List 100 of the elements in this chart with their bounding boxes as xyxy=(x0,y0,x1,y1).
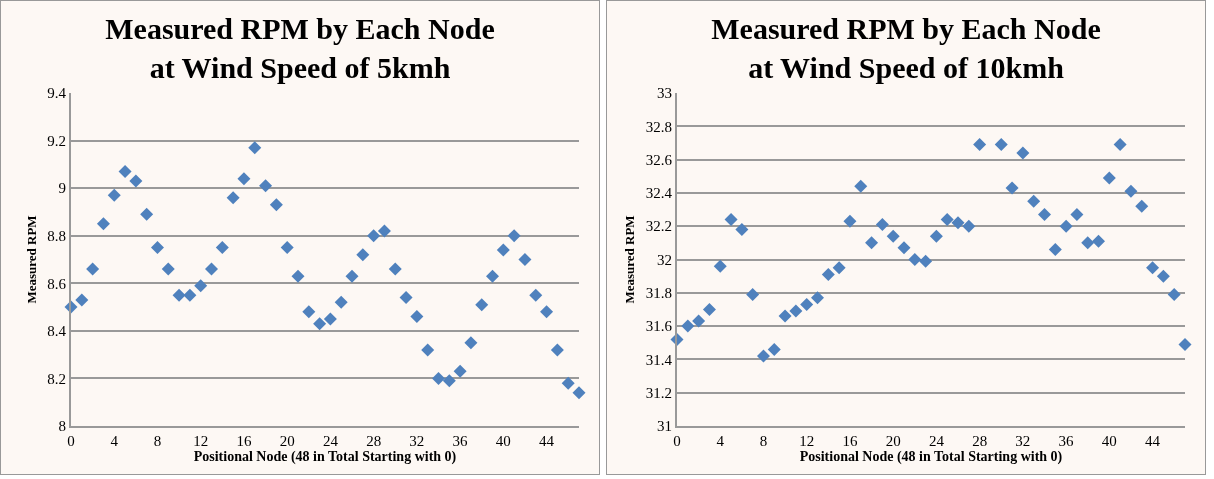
point xyxy=(507,229,521,243)
point xyxy=(1146,261,1160,275)
point xyxy=(735,223,749,237)
x-tick-label: 36 xyxy=(452,433,469,449)
point xyxy=(1135,199,1149,213)
point xyxy=(746,287,760,301)
x-tick-label: 4 xyxy=(110,433,119,449)
x-tick-label: 32 xyxy=(409,433,425,449)
point xyxy=(280,241,294,255)
point xyxy=(140,207,154,221)
point xyxy=(767,342,781,356)
point xyxy=(800,297,814,311)
point xyxy=(518,253,532,266)
y-tick-label: 33 xyxy=(657,85,672,102)
point xyxy=(919,254,933,268)
point xyxy=(453,364,467,378)
chart-title: Measured RPM by Each Node at Wind Speed of 10kmh xyxy=(711,11,1101,84)
y-tick-label: 8.2 xyxy=(47,370,66,387)
point xyxy=(194,279,208,293)
point xyxy=(908,253,922,266)
point xyxy=(486,269,500,283)
point xyxy=(226,191,240,205)
x-tick-label: 24 xyxy=(928,433,945,449)
point xyxy=(1005,181,1019,195)
point xyxy=(399,291,413,305)
point xyxy=(875,218,889,232)
x-tick-label: 8 xyxy=(759,433,768,449)
y-tick-label: 9.4 xyxy=(47,85,67,102)
x-tick-label: 40 xyxy=(1101,433,1117,449)
point xyxy=(1167,287,1181,301)
point xyxy=(789,304,803,318)
y-tick-label: 31.4 xyxy=(645,351,673,368)
point xyxy=(215,241,229,255)
x-tick-label: 12 xyxy=(193,433,209,449)
point xyxy=(778,309,792,323)
x-tick-label: 16 xyxy=(236,433,252,449)
x-tick-label: 28 xyxy=(366,433,382,449)
point xyxy=(421,343,435,357)
point xyxy=(1027,194,1041,208)
point xyxy=(75,293,89,307)
y-tick-label: 8 xyxy=(58,418,66,435)
point xyxy=(205,262,219,276)
point xyxy=(865,236,879,250)
point xyxy=(377,224,391,238)
y-tick-label: 9 xyxy=(58,180,66,197)
point xyxy=(302,305,316,319)
point xyxy=(129,174,143,188)
point xyxy=(172,288,186,302)
point xyxy=(572,386,586,400)
y-tick-label: 31.6 xyxy=(645,318,673,335)
y-tick-label: 8.8 xyxy=(47,227,66,244)
point xyxy=(1092,234,1106,248)
point xyxy=(843,214,857,228)
y-tick-label: 31.8 xyxy=(645,285,672,302)
point xyxy=(929,229,943,243)
point xyxy=(237,172,251,186)
point xyxy=(356,248,370,262)
x-tick-label: 12 xyxy=(799,433,815,449)
x-tick-label: 28 xyxy=(972,433,988,449)
point xyxy=(150,241,164,255)
y-axis-title: Measured RPM xyxy=(23,215,39,304)
point xyxy=(854,179,868,193)
y-tick-label: 32.4 xyxy=(645,185,673,202)
point xyxy=(323,312,337,326)
point xyxy=(529,288,543,302)
y-tick-label: 32 xyxy=(657,251,672,268)
point xyxy=(1048,243,1062,257)
point xyxy=(1113,138,1127,152)
point xyxy=(692,314,706,328)
y-tick-label: 8.4 xyxy=(47,323,67,340)
point xyxy=(1070,208,1084,222)
point xyxy=(291,269,305,283)
point xyxy=(832,261,846,275)
point xyxy=(107,188,121,202)
point xyxy=(550,343,564,357)
point xyxy=(475,298,489,312)
x-tick-label: 16 xyxy=(842,433,858,449)
point xyxy=(464,336,478,350)
y-tick-label: 8.6 xyxy=(47,275,67,292)
point xyxy=(388,262,402,276)
y-tick-label: 31.2 xyxy=(645,384,672,401)
chart-title: Measured RPM by Each Node at Wind Speed of 5kmh xyxy=(105,11,495,84)
point xyxy=(259,179,273,193)
point xyxy=(951,216,965,230)
point xyxy=(540,305,554,319)
point xyxy=(1037,208,1051,222)
point xyxy=(410,310,424,324)
x-tick-label: 24 xyxy=(322,433,339,449)
point xyxy=(962,219,976,233)
point xyxy=(897,241,911,255)
point xyxy=(334,295,348,309)
point xyxy=(367,229,381,243)
point xyxy=(269,198,283,212)
point xyxy=(886,229,900,243)
point xyxy=(1124,184,1138,198)
point xyxy=(248,141,262,155)
point xyxy=(496,243,510,257)
point xyxy=(1081,236,1095,250)
point xyxy=(313,317,327,331)
point xyxy=(1016,146,1030,160)
